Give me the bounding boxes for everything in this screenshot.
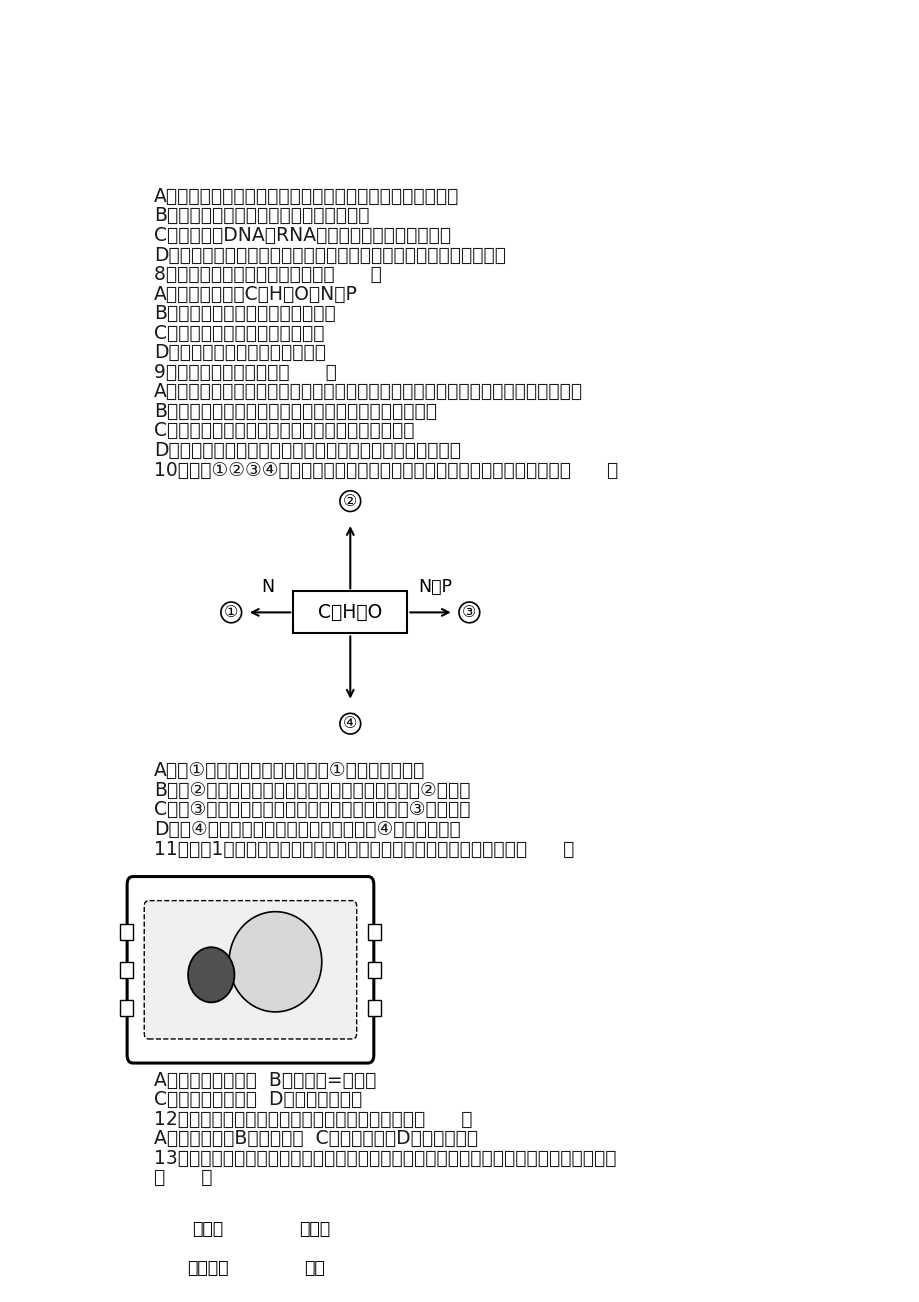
Text: C、H、O: C、H、O: [318, 603, 382, 622]
Bar: [368, 1000, 380, 1016]
Text: C．若③为多聚体，且能贮存生物的遗传信息，则③是染色体: C．若③为多聚体，且能贮存生物的遗传信息，则③是染色体: [154, 801, 471, 819]
Bar: [368, 962, 380, 978]
Bar: [261, 1211, 368, 1249]
Text: A．有无叶绿体B．有无液泡  C．有无中心体D．有无细胞壁: A．有无叶绿体B．有无液泡 C．有无中心体D．有无细胞壁: [154, 1129, 478, 1148]
Text: D．脂肪是细胞内的主要能源物质: D．脂肪是细胞内的主要能源物质: [154, 344, 326, 362]
Text: B．没有线粒体的细胞，不能进行有氧呼吸: B．没有线粒体的细胞，不能进行有氧呼吸: [154, 207, 369, 225]
Bar: [368, 923, 380, 940]
Text: （      ）: （ ）: [154, 1168, 212, 1187]
Bar: [293, 591, 407, 634]
Text: A．元素组成都是C、H、O、N、P: A．元素组成都是C、H、O、N、P: [154, 285, 357, 303]
Ellipse shape: [229, 911, 322, 1012]
Text: C．细胞内＜细胞外  D．以上都有可能: C．细胞内＜细胞外 D．以上都有可能: [154, 1090, 362, 1109]
Text: 11．图为1个位于蔗糖溶液中的植物细胞，比较细胞内外溶液浓度大小（      ）: 11．图为1个位于蔗糖溶液中的植物细胞，比较细胞内外溶液浓度大小（ ）: [154, 840, 574, 858]
FancyBboxPatch shape: [127, 876, 373, 1062]
Text: C．正在发生质壁分离的植物细胞，细胞液浓度下降: C．正在发生质壁分离的植物细胞，细胞液浓度下降: [154, 422, 414, 440]
Text: A．细胞内＞细胞外  B．细胞内=细胞外: A．细胞内＞细胞外 B．细胞内=细胞外: [154, 1070, 376, 1090]
Text: ①: ①: [224, 605, 238, 620]
Text: D．紫色洋葱内表皮细胞的原生质层不包括高尔基体、线粒体: D．紫色洋葱内表皮细胞的原生质层不包括高尔基体、线粒体: [154, 441, 460, 460]
Text: D．在成熟红细胞内，细胞膜、细胞器膜、核膜等共同组成生物膜系统: D．在成熟红细胞内，细胞膜、细胞器膜、核膜等共同组成生物膜系统: [154, 246, 505, 264]
Text: N: N: [261, 578, 274, 596]
FancyBboxPatch shape: [145, 1198, 376, 1298]
Text: 8．关于脂质的描述中，正确的是（      ）: 8．关于脂质的描述中，正确的是（ ）: [154, 266, 381, 284]
Text: B．若②大量存在于皮下和内脏器官周围等部位，则②是脂肪: B．若②大量存在于皮下和内脏器官周围等部位，则②是脂肪: [154, 781, 471, 799]
Text: 液泡: 液泡: [304, 1259, 324, 1276]
Text: N、P: N、P: [417, 578, 451, 596]
Text: 高尔基体: 高尔基体: [187, 1259, 228, 1276]
Bar: [154, 1211, 261, 1249]
Bar: [154, 1249, 261, 1286]
Text: A．柳树的根尖分生区细胞是未成熟细胞，不能发生渗透失水，因而不能发生质壁分离: A．柳树的根尖分生区细胞是未成熟细胞，不能发生渗透失水，因而不能发生质壁分离: [154, 383, 583, 401]
Text: A．与唾液腺细胞相比，口腔上皮细胞的核仁更大、核孔更多: A．与唾液腺细胞相比，口腔上皮细胞的核仁更大、核孔更多: [154, 187, 459, 206]
Text: C．细胞内有DNA、RNA的细胞器是线粒体、叶绿体: C．细胞内有DNA、RNA的细胞器是线粒体、叶绿体: [154, 227, 451, 245]
Text: ④: ④: [343, 716, 357, 732]
Bar: [261, 1249, 368, 1286]
Text: 13．如图所示是根据细胞器的相似或不同点进行分类的，下列选项中不是此图分类依据的是: 13．如图所示是根据细胞器的相似或不同点进行分类的，下列选项中不是此图分类依据的…: [154, 1148, 616, 1168]
Text: D．若④主要在人体肝脏和肌肉内合成，则④最可能是糖原: D．若④主要在人体肝脏和肌肉内合成，则④最可能是糖原: [154, 820, 460, 838]
Text: A．若①为某种多聚体的单体，则①最可能是氨基酸: A．若①为某种多聚体的单体，则①最可能是氨基酸: [154, 762, 425, 780]
FancyBboxPatch shape: [144, 901, 357, 1039]
Text: B．破伤风杆菌因为没有细胞壁，所以不能发生质壁分离: B．破伤风杆菌因为没有细胞壁，所以不能发生质壁分离: [154, 402, 437, 421]
Text: 12．鉴别一个细胞是动物细胞还是植物细胞应检它（      ）: 12．鉴别一个细胞是动物细胞还是植物细胞应检它（ ）: [154, 1109, 472, 1129]
Text: ②: ②: [343, 493, 357, 509]
Text: C．某些脂质与性器官的发育有关: C．某些脂质与性器官的发育有关: [154, 324, 324, 342]
Bar: [119, 962, 132, 978]
Text: B．所有细胞的细胞膜上都有胆固醇: B．所有细胞的细胞膜上都有胆固醇: [154, 305, 335, 323]
Text: ③: ③: [461, 605, 476, 620]
Text: 叶绿体: 叶绿体: [299, 1220, 330, 1238]
Text: 线粒体: 线粒体: [192, 1220, 223, 1238]
Bar: [119, 923, 132, 940]
Ellipse shape: [187, 948, 234, 1003]
Text: 10．图中①②③④表示不同化学元素所组成的化合物，以下说法不正确的是（      ）: 10．图中①②③④表示不同化学元素所组成的化合物，以下说法不正确的是（ ）: [154, 461, 618, 479]
Bar: [119, 1000, 132, 1016]
Text: 9．下列说法中正确的是（      ）: 9．下列说法中正确的是（ ）: [154, 363, 336, 381]
